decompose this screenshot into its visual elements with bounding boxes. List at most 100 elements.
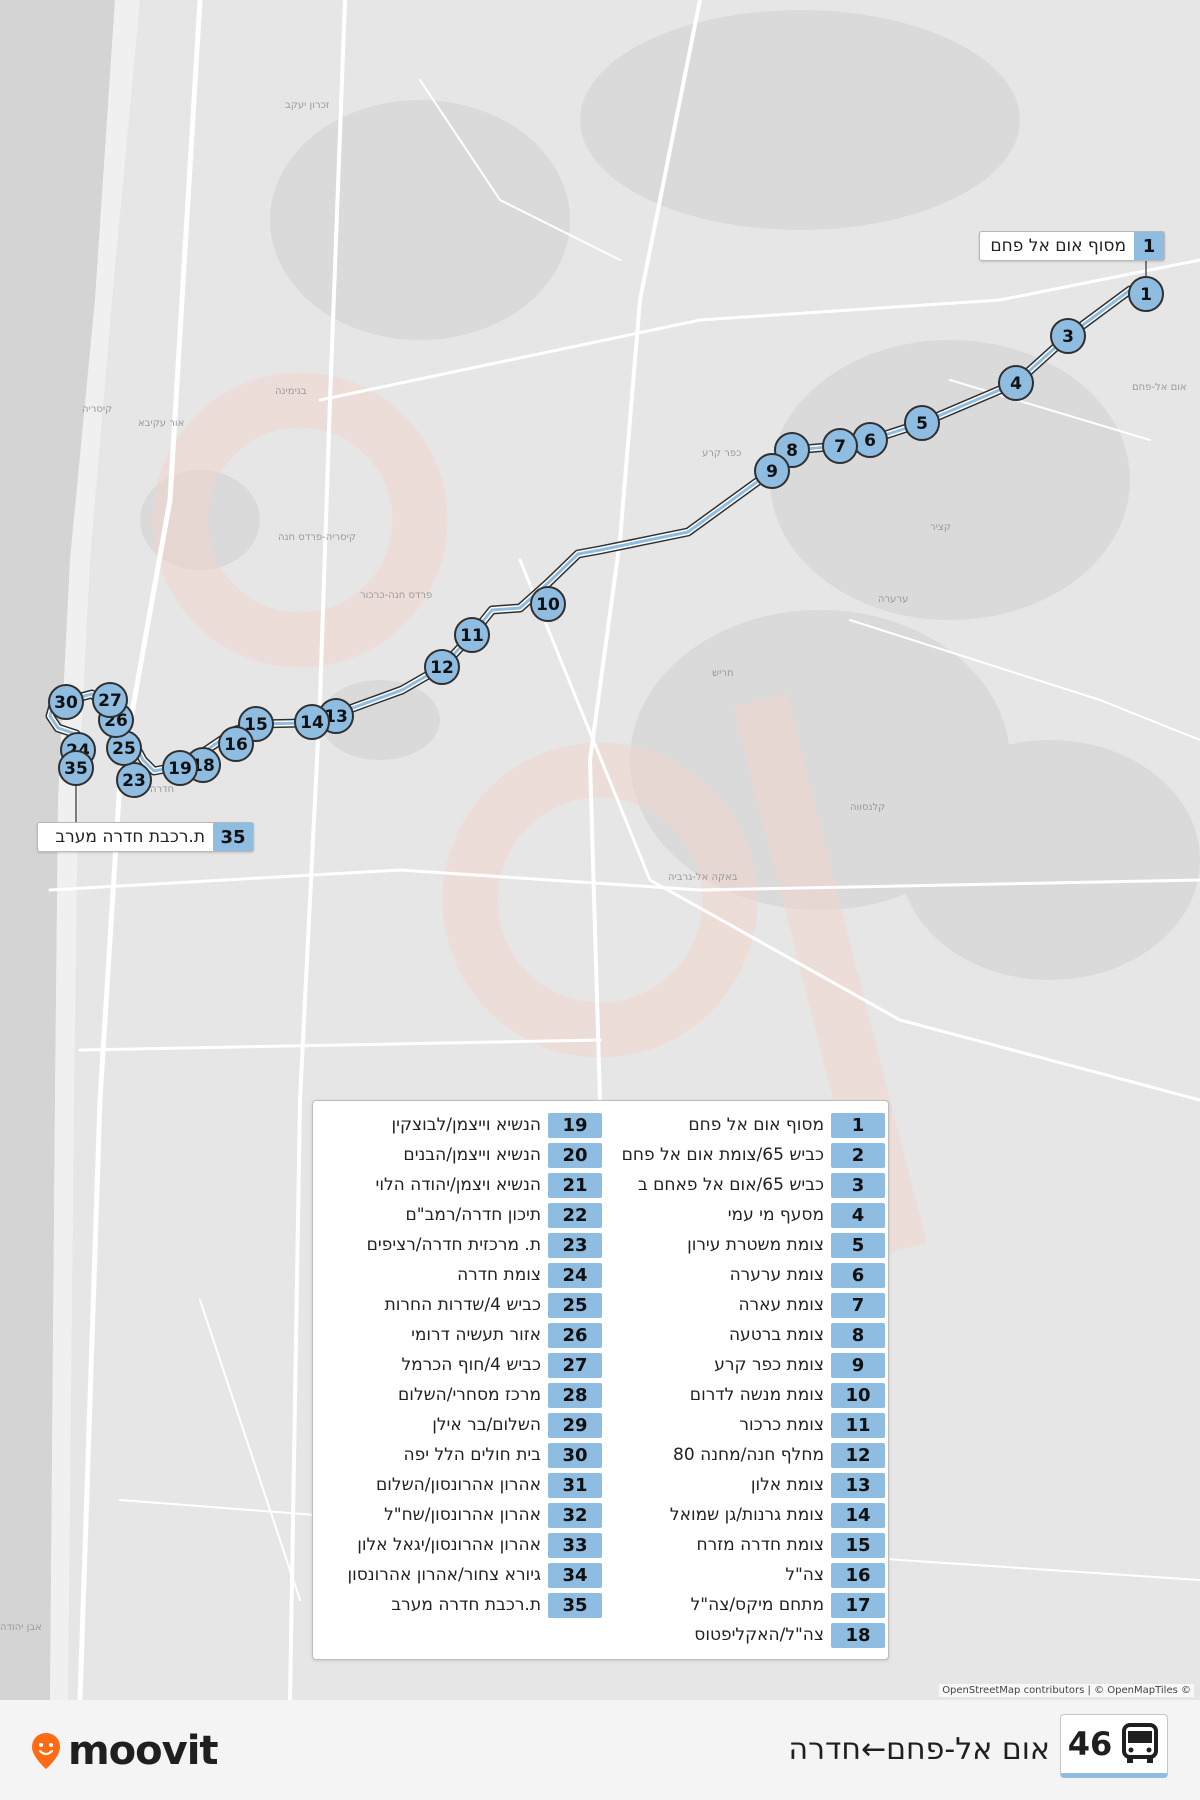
stop-marker[interactable]: 23 — [116, 762, 152, 798]
callout-stop-number: 35 — [213, 823, 253, 851]
line-number: 46 — [1067, 1725, 1113, 1763]
stop-number: 35 — [548, 1592, 602, 1618]
stop-number: 13 — [831, 1472, 885, 1498]
stop-list-item[interactable]: מסוף אום אל פחם 1 — [596, 1112, 885, 1138]
stop-list-item[interactable]: אהרון אהרונסון/יגאל אלון 33 — [313, 1532, 602, 1558]
stop-list-item[interactable]: השלום/בר אילן 29 — [313, 1412, 602, 1438]
stop-name: מסעף מי עמי — [727, 1205, 824, 1225]
place-label: פרדס חנה-כרכור — [360, 590, 432, 601]
stop-list-item[interactable]: צומת אלון 13 — [596, 1472, 885, 1498]
stop-list-item[interactable]: צומת ערערה 6 — [596, 1262, 885, 1288]
stop-list-item[interactable]: מחלף חנה/מחנה 80 12 — [596, 1442, 885, 1468]
stop-name: אזור תעשיה דרומי — [411, 1325, 541, 1345]
stop-list-item[interactable]: ת. מרכזית חדרה/רציפים 23 — [313, 1232, 602, 1258]
stop-markers[interactable]: 1345678910111213141516181923242526273035 — [48, 276, 1164, 798]
stop-list-item[interactable]: תיכון חדרה/רמב"ם 22 — [313, 1202, 602, 1228]
stop-number: 24 — [548, 1262, 602, 1288]
stop-list-item[interactable]: מרכז מסחרי/השלום 28 — [313, 1382, 602, 1408]
moovit-logo[interactable]: moovit — [30, 1728, 219, 1774]
roads — [48, 0, 1200, 1700]
stop-number: 16 — [831, 1562, 885, 1588]
stop-marker-number: 19 — [168, 759, 192, 779]
stop-name: צומת אלון — [750, 1475, 824, 1495]
stop-list-item[interactable]: בית חולים הלל יפה 30 — [313, 1442, 602, 1468]
stop-marker-number: 6 — [864, 431, 876, 451]
stop-list-item[interactable]: אהרון אהרונסון/השלום 31 — [313, 1472, 602, 1498]
stop-marker[interactable]: 5 — [904, 405, 940, 441]
stop-marker[interactable]: 6 — [852, 422, 888, 458]
stop-marker-circle — [904, 405, 940, 441]
stop-name: ת. מרכזית חדרה/רציפים — [366, 1235, 541, 1255]
stop-name: צומת מנשה לדרום — [689, 1385, 824, 1405]
stop-list-item[interactable]: צומת כפר קרע 9 — [596, 1352, 885, 1378]
stop-marker[interactable]: 27 — [92, 682, 128, 718]
stop-marker[interactable]: 11 — [454, 617, 490, 653]
stop-list-item[interactable]: צומת גרנות/גן שמואל 14 — [596, 1502, 885, 1528]
stop-list-item[interactable]: צומת עארה 7 — [596, 1292, 885, 1318]
stop-marker-number: 27 — [98, 691, 122, 711]
stop-marker[interactable]: 4 — [998, 365, 1034, 401]
stop-list-item[interactable]: כביש 4/שדרות החרות 25 — [313, 1292, 602, 1318]
stop-marker[interactable]: 19 — [162, 750, 198, 786]
stop-list-item[interactable]: גיורא צחור/אהרון אהרונסון 34 — [313, 1562, 602, 1588]
stop-number: 19 — [548, 1112, 602, 1138]
stop-marker[interactable]: 35 — [58, 750, 94, 786]
line-badge[interactable]: 46 — [1060, 1714, 1168, 1778]
stop-list-item[interactable]: ת.רכבת חדרה מערב 35 — [313, 1592, 602, 1618]
stop-name: כביש 65/צומת אום אל פחם — [621, 1145, 824, 1165]
stop-marker[interactable]: 14 — [294, 704, 330, 740]
stop-list-item[interactable]: צומת כרכור 11 — [596, 1412, 885, 1438]
stop-number: 3 — [831, 1172, 885, 1198]
stop-marker-circle — [116, 762, 152, 798]
stop-list-item[interactable]: הנשיא וייצמן/הבנים 20 — [313, 1142, 602, 1168]
stop-marker[interactable]: 16 — [218, 726, 254, 762]
stop-list-item[interactable]: מתחם מיקס/צה"ל 17 — [596, 1592, 885, 1618]
stop-number: 14 — [831, 1502, 885, 1528]
stop-number: 5 — [831, 1232, 885, 1258]
end-stop-callout[interactable]: ת.רכבת חדרה מערב 35 — [37, 822, 254, 852]
stop-list-item[interactable]: צה"ל/האקליפטוס 18 — [596, 1622, 885, 1648]
route-map[interactable]: זכרון יעקב בנימינה קיסריה אור עקיבא קיסר… — [0, 0, 1200, 1700]
stop-number: 34 — [548, 1562, 602, 1588]
stop-name: צומת ערערה — [729, 1265, 824, 1285]
route-name: אום אל-פחם←חדרה — [788, 1732, 1051, 1767]
stop-name: הנשיא ויצמן/יהודה הלוי — [375, 1175, 541, 1195]
stop-marker[interactable]: 7 — [822, 428, 858, 464]
stop-number: 21 — [548, 1172, 602, 1198]
stop-name: ת.רכבת חדרה מערב — [391, 1595, 541, 1615]
stop-list-item[interactable]: כביש 65/אום אל פאחם ב 3 — [596, 1172, 885, 1198]
stop-list-item[interactable]: הנשיא ויצמן/יהודה הלוי 21 — [313, 1172, 602, 1198]
stop-list-item[interactable]: צומת חדרה 24 — [313, 1262, 602, 1288]
stop-marker-number: 12 — [430, 658, 454, 678]
stop-marker[interactable]: 3 — [1050, 318, 1086, 354]
stop-list-item[interactable]: צומת ברטעה 8 — [596, 1322, 885, 1348]
start-stop-callout[interactable]: מסוף אום אל פחם 1 — [979, 231, 1165, 261]
place-label: חריש — [712, 668, 734, 679]
stop-list-item[interactable]: צומת חדרה מזרח 15 — [596, 1532, 885, 1558]
stop-list-item[interactable]: מסעף מי עמי 4 — [596, 1202, 885, 1228]
stop-list-item[interactable]: כביש 4/חוף הכרמל 27 — [313, 1352, 602, 1378]
map-attribution[interactable]: OpenStreetMap contributors | © OpenMapTi… — [939, 1684, 1194, 1697]
stop-number: 18 — [831, 1622, 885, 1648]
place-label: ערערה — [878, 594, 908, 605]
stop-marker[interactable]: 1 — [1128, 276, 1164, 312]
stop-name: צומת כרכור — [739, 1415, 824, 1435]
stop-list: מסוף אום אל פחם 1 כביש 65/צומת אום אל פחם 2… — [312, 1100, 889, 1660]
stop-list-item[interactable]: הנשיא וייצמן/לבוצקין 19 — [313, 1112, 602, 1138]
stop-marker[interactable]: 9 — [754, 453, 790, 489]
stop-list-item[interactable]: צומת מנשה לדרום 10 — [596, 1382, 885, 1408]
stop-name: צומת חדרה — [457, 1265, 541, 1285]
stop-list-item[interactable]: צומת משטרת עירון 5 — [596, 1232, 885, 1258]
stop-number: 25 — [548, 1292, 602, 1318]
stop-list-item[interactable]: צה"ל 16 — [596, 1562, 885, 1588]
stop-marker[interactable]: 30 — [48, 684, 84, 720]
stop-list-item[interactable]: אהרון אהרונסון/שח"ל 32 — [313, 1502, 602, 1528]
stop-marker-number: 11 — [460, 626, 484, 646]
stop-marker[interactable]: 12 — [424, 649, 460, 685]
stop-list-item[interactable]: כביש 65/צומת אום אל פחם 2 — [596, 1142, 885, 1168]
stop-number: 10 — [831, 1382, 885, 1408]
stop-marker[interactable]: 10 — [530, 586, 566, 622]
stop-marker-number: 10 — [536, 595, 560, 615]
stop-marker[interactable]: 25 — [106, 730, 142, 766]
stop-list-item[interactable]: אזור תעשיה דרומי 26 — [313, 1322, 602, 1348]
